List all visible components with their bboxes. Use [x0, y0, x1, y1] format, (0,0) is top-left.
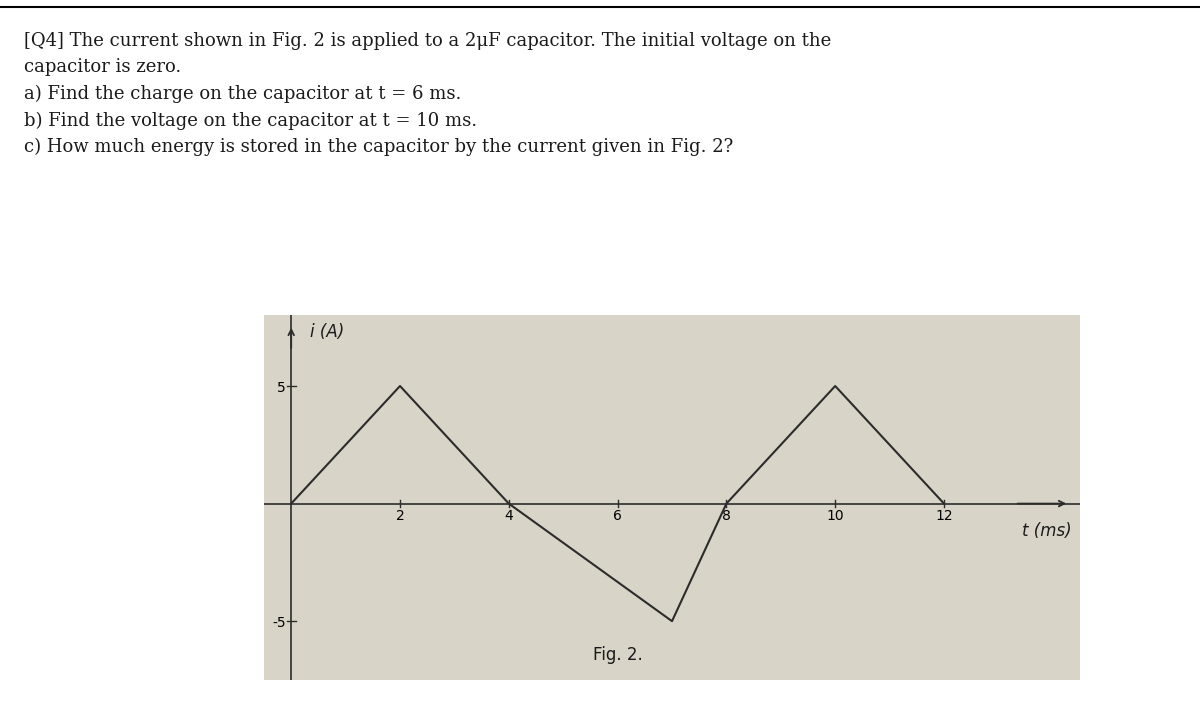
Text: Fig. 2.: Fig. 2. — [593, 646, 642, 664]
Text: [Q4] The current shown in Fig. 2 is applied to a 2μF capacitor. The initial volt: [Q4] The current shown in Fig. 2 is appl… — [24, 32, 832, 156]
Text: i (A): i (A) — [311, 322, 344, 341]
Text: t (ms): t (ms) — [1022, 522, 1072, 540]
